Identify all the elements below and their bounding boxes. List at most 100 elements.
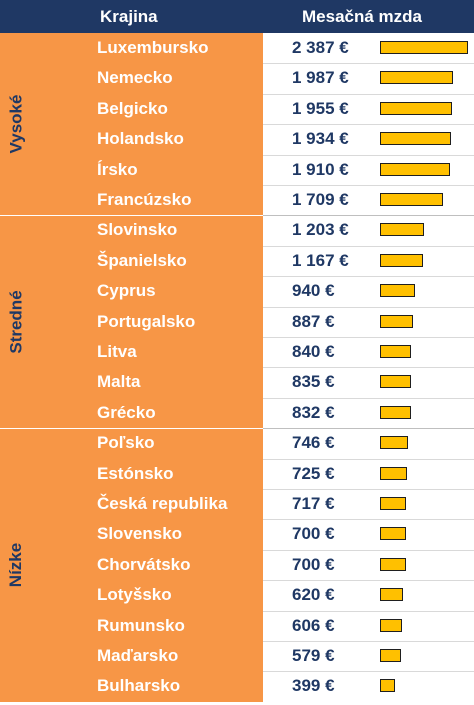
table-row: Slovensko 700 € (0, 519, 474, 549)
country-name: Poľsko (97, 433, 155, 453)
table-row: Lotyšsko 620 € (0, 580, 474, 610)
group-column (0, 215, 33, 429)
wage-value: 620 € (292, 585, 335, 605)
country-name: Luxembursko (97, 38, 209, 57)
wage-value: 606 € (292, 615, 335, 635)
row-divider (263, 93, 474, 95)
wage-value: 1 709 € (292, 190, 349, 209)
wage-bar (380, 405, 411, 419)
wage-bar (380, 497, 406, 510)
wage-value: 887 € (292, 311, 335, 331)
wage-bar (380, 162, 450, 176)
wage-bar (380, 101, 452, 115)
row-divider (263, 519, 474, 521)
wage-column-header: Mesačná mzda (302, 7, 422, 26)
table-row: Cyprus 940 € (0, 276, 474, 306)
row-divider (263, 124, 474, 126)
row-divider (263, 671, 474, 673)
row-divider (263, 276, 474, 278)
country-name: Bulharsko (97, 676, 181, 696)
group-column (0, 428, 33, 702)
country-name: Litva (97, 342, 137, 361)
table-row: Francúzsko 1 709 € (0, 185, 474, 215)
wage-bar (380, 679, 395, 693)
table-row: Bulharsko 399 € (0, 671, 474, 701)
wage-value: 832 € (292, 402, 335, 422)
wage-bar (380, 527, 406, 541)
group-column (0, 33, 33, 216)
wage-value: 717 € (292, 494, 335, 513)
country-name: Maďarsko (97, 646, 179, 665)
country-name: Rumunsko (97, 615, 185, 635)
wage-bar (380, 314, 413, 328)
wage-bar (380, 71, 453, 85)
wage-value: 1 987 € (292, 68, 349, 88)
table-row: Írsko 1 910 € (0, 154, 474, 185)
wage-bar (380, 193, 443, 206)
country-name: Slovensko (97, 524, 183, 544)
row-divider (263, 306, 474, 308)
row-divider (263, 63, 474, 65)
wage-value: 579 € (292, 646, 335, 665)
row-divider (263, 641, 474, 642)
wage-value: 725 € (292, 463, 335, 483)
wage-bar (380, 284, 415, 298)
country-name: Česká republika (97, 494, 228, 513)
wage-bar (380, 375, 411, 389)
wage-bar (380, 649, 401, 662)
table-row: Nemecko 1 987 € (0, 63, 474, 93)
wage-value: 1 934 € (292, 129, 349, 149)
wage-value: 700 € (292, 524, 335, 544)
wage-value: 700 € (292, 554, 335, 574)
group-separator (263, 428, 474, 430)
table-row: Belgicko 1 955 € (0, 93, 474, 124)
wage-value: 2 387 € (292, 38, 349, 57)
wage-value: 1 203 € (292, 220, 349, 240)
row-divider (263, 580, 474, 582)
country-name: Slovinsko (97, 220, 178, 240)
wage-value: 835 € (292, 372, 335, 392)
row-divider (263, 367, 474, 369)
table-row: Chorvátsko 700 € (0, 549, 474, 580)
row-divider (263, 245, 474, 247)
wage-bar (380, 41, 468, 54)
country-column-header: Krajina (100, 7, 158, 26)
country-name: Malta (97, 372, 141, 392)
row-divider (263, 154, 474, 156)
wage-value: 940 € (292, 281, 335, 301)
country-name: Írsko (97, 159, 138, 179)
wage-value: 399 € (292, 676, 335, 696)
row-divider (263, 610, 474, 612)
country-name: Cyprus (97, 281, 156, 301)
group-separator (0, 215, 474, 217)
table-row: Rumunsko 606 € (0, 610, 474, 641)
row-divider (263, 397, 474, 399)
table-row: Grécko 832 € (0, 397, 474, 428)
wage-bar (380, 466, 407, 480)
row-divider (263, 185, 474, 186)
table-row: Estónsko 725 € (0, 458, 474, 489)
row-divider (263, 489, 474, 490)
table-row: Poľsko 746 € (0, 428, 474, 458)
country-name: Belgicko (97, 98, 168, 118)
row-divider (263, 549, 474, 551)
country-name: Francúzsko (97, 190, 192, 209)
country-name: Portugalsko (97, 311, 196, 331)
group-separator (263, 215, 474, 217)
row-divider (263, 458, 474, 460)
table-row: Malta 835 € (0, 367, 474, 397)
country-name: Holandsko (97, 129, 184, 149)
table-header: Krajina Mesačná mzda (0, 0, 474, 33)
group-separator (0, 428, 474, 430)
wage-bar (380, 436, 408, 450)
table-row: Litva 840 € (0, 337, 474, 367)
table-row: Slovinsko 1 203 € (0, 215, 474, 245)
wage-value: 1 910 € (292, 159, 349, 179)
table-row: Holandsko 1 934 € (0, 124, 474, 154)
country-name: Nemecko (97, 68, 173, 88)
country-column-background (33, 33, 263, 702)
wage-bar (380, 132, 451, 146)
wage-value: 1 955 € (292, 98, 349, 118)
table-row: Maďarsko 579 € (0, 641, 474, 671)
